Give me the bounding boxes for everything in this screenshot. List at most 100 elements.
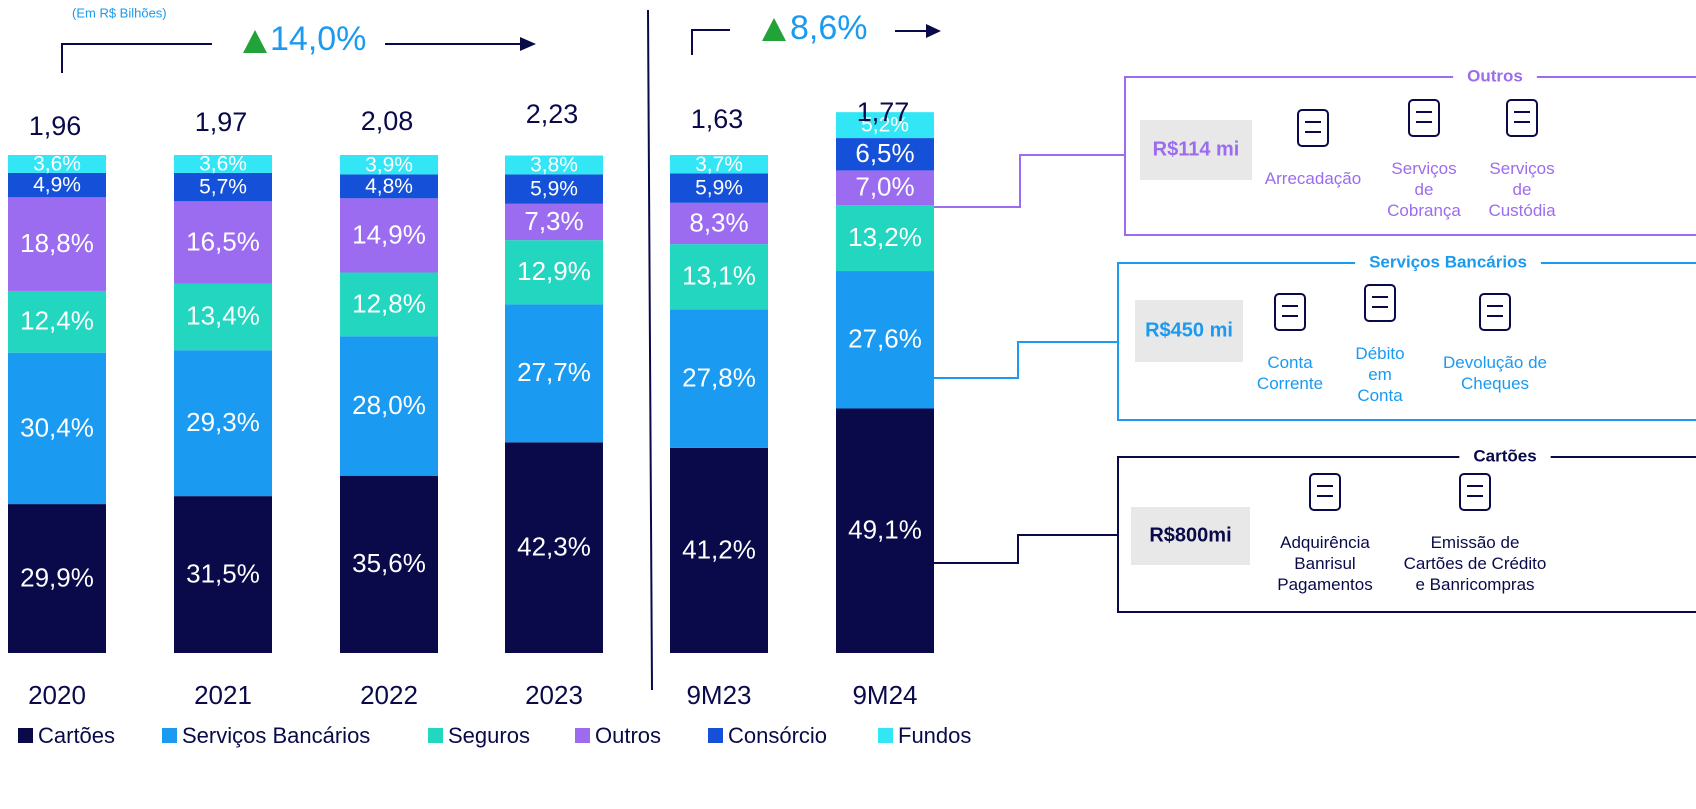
total-label: 1,96: [29, 111, 82, 141]
x-tick-label: 2022: [360, 680, 418, 710]
panel-item: Adquirência Banrisul Pagamentos: [1277, 533, 1373, 594]
up-triangle: [762, 18, 786, 41]
bar-segment: [8, 172, 106, 198]
legend-swatch: [428, 728, 443, 743]
data-label: 31,5%: [186, 558, 260, 588]
bar-segment: [505, 304, 603, 443]
legend-label: Serviços Bancários: [182, 723, 370, 748]
bar-segment: [505, 203, 603, 241]
icon: [1274, 293, 1306, 331]
data-label: 42,3%: [517, 532, 591, 562]
panel-item: Emissão de Cartões de Crédito e Banricom…: [1403, 533, 1547, 594]
legend-label: Seguros: [448, 723, 530, 748]
bar-segment: [340, 155, 438, 175]
data-label: 29,3%: [186, 407, 260, 437]
x-tick-label: 2020: [28, 680, 86, 710]
bar-segment: [670, 202, 768, 245]
data-label: 41,2%: [682, 534, 756, 564]
icon: [1479, 293, 1511, 331]
legend-swatch: [18, 728, 33, 743]
bar-segment: [836, 408, 934, 653]
data-label: 3,9%: [365, 153, 413, 176]
panel-border: [1117, 456, 1696, 613]
panel-border: [1124, 76, 1696, 236]
total-label: 1,63: [691, 104, 744, 134]
panel-item: Débito em Conta: [1355, 344, 1405, 405]
total-label: 2,23: [526, 99, 579, 129]
icon: [1364, 284, 1396, 322]
amount-box: [1131, 507, 1250, 565]
icon: [1459, 473, 1491, 511]
x-tick-label: 9M24: [852, 680, 917, 710]
data-label: 3,8%: [530, 154, 578, 177]
bar-segment: [8, 290, 106, 353]
data-label: 13,2%: [848, 222, 922, 252]
icon: [1309, 473, 1341, 511]
bar-segment: [174, 283, 272, 351]
bar-segment: [836, 271, 934, 409]
panel-title: Cartões: [1473, 446, 1536, 465]
arrow-head: [520, 37, 536, 51]
bar-segment: [174, 172, 272, 202]
panel-title: Serviços Bancários: [1369, 252, 1527, 271]
data-label: 5,9%: [695, 177, 743, 200]
bar-segment: [505, 442, 603, 653]
panel-item: Devolução de Cheques: [1443, 353, 1547, 393]
total-label: 2,08: [361, 106, 414, 136]
legend-label: Fundos: [898, 723, 971, 748]
bar-segment: [836, 205, 934, 272]
data-label: 8,3%: [689, 207, 748, 237]
bar-segment: [670, 244, 768, 310]
bar-segment: [8, 155, 106, 173]
bar-segment: [174, 496, 272, 653]
bar-segment: [505, 155, 603, 175]
legend-swatch: [162, 728, 177, 743]
amount-box: [1135, 300, 1243, 362]
data-label: 16,5%: [186, 226, 260, 256]
data-label: 7,0%: [855, 172, 914, 202]
panel-item: Arrecadação: [1264, 169, 1362, 188]
bar-segment: [505, 174, 603, 204]
panel-item: Serviços de Custódia: [1488, 159, 1556, 220]
bar-segment: [174, 155, 272, 173]
bar-segment: [505, 240, 603, 305]
data-label: 30,4%: [20, 412, 94, 442]
bracket: [61, 43, 212, 73]
panel-amount: R$450 mi: [1145, 319, 1233, 341]
divider: [647, 9, 653, 691]
panel-amount: R$114 mi: [1153, 138, 1240, 160]
data-label: 3,6%: [199, 153, 247, 176]
x-tick-label: 9M23: [686, 680, 751, 710]
data-label: 12,9%: [517, 256, 591, 286]
data-label: 14,9%: [352, 219, 426, 249]
connector: [934, 154, 1125, 208]
legend-label: Consórcio: [728, 723, 827, 748]
bar-segment: [836, 138, 934, 171]
chart-subtitle: (Em R$ Bilhões): [72, 5, 167, 20]
bar-segment: [836, 170, 934, 206]
data-label: 13,1%: [682, 261, 756, 291]
data-label: 12,8%: [352, 288, 426, 318]
icon: [1297, 109, 1329, 147]
bar-segment: [340, 198, 438, 273]
legend-swatch: [878, 728, 893, 743]
data-label: 35,6%: [352, 548, 426, 578]
icon: [1408, 99, 1440, 137]
bar-segment: [670, 155, 768, 174]
data-label: 6,5%: [855, 138, 914, 168]
data-label: 29,9%: [20, 562, 94, 592]
bar-segment: [174, 201, 272, 284]
data-label: 13,4%: [186, 301, 260, 331]
bar-segment: [670, 447, 768, 653]
data-label: 4,8%: [365, 175, 413, 198]
legend-label: Outros: [595, 723, 661, 748]
arrow-head: [926, 24, 941, 38]
data-label: 12,4%: [20, 306, 94, 336]
bar-segment: [340, 174, 438, 199]
data-label: 27,7%: [517, 357, 591, 387]
legend-label: Cartões: [38, 723, 115, 748]
data-label: 4,9%: [33, 174, 81, 197]
title-bg: [1355, 259, 1541, 267]
